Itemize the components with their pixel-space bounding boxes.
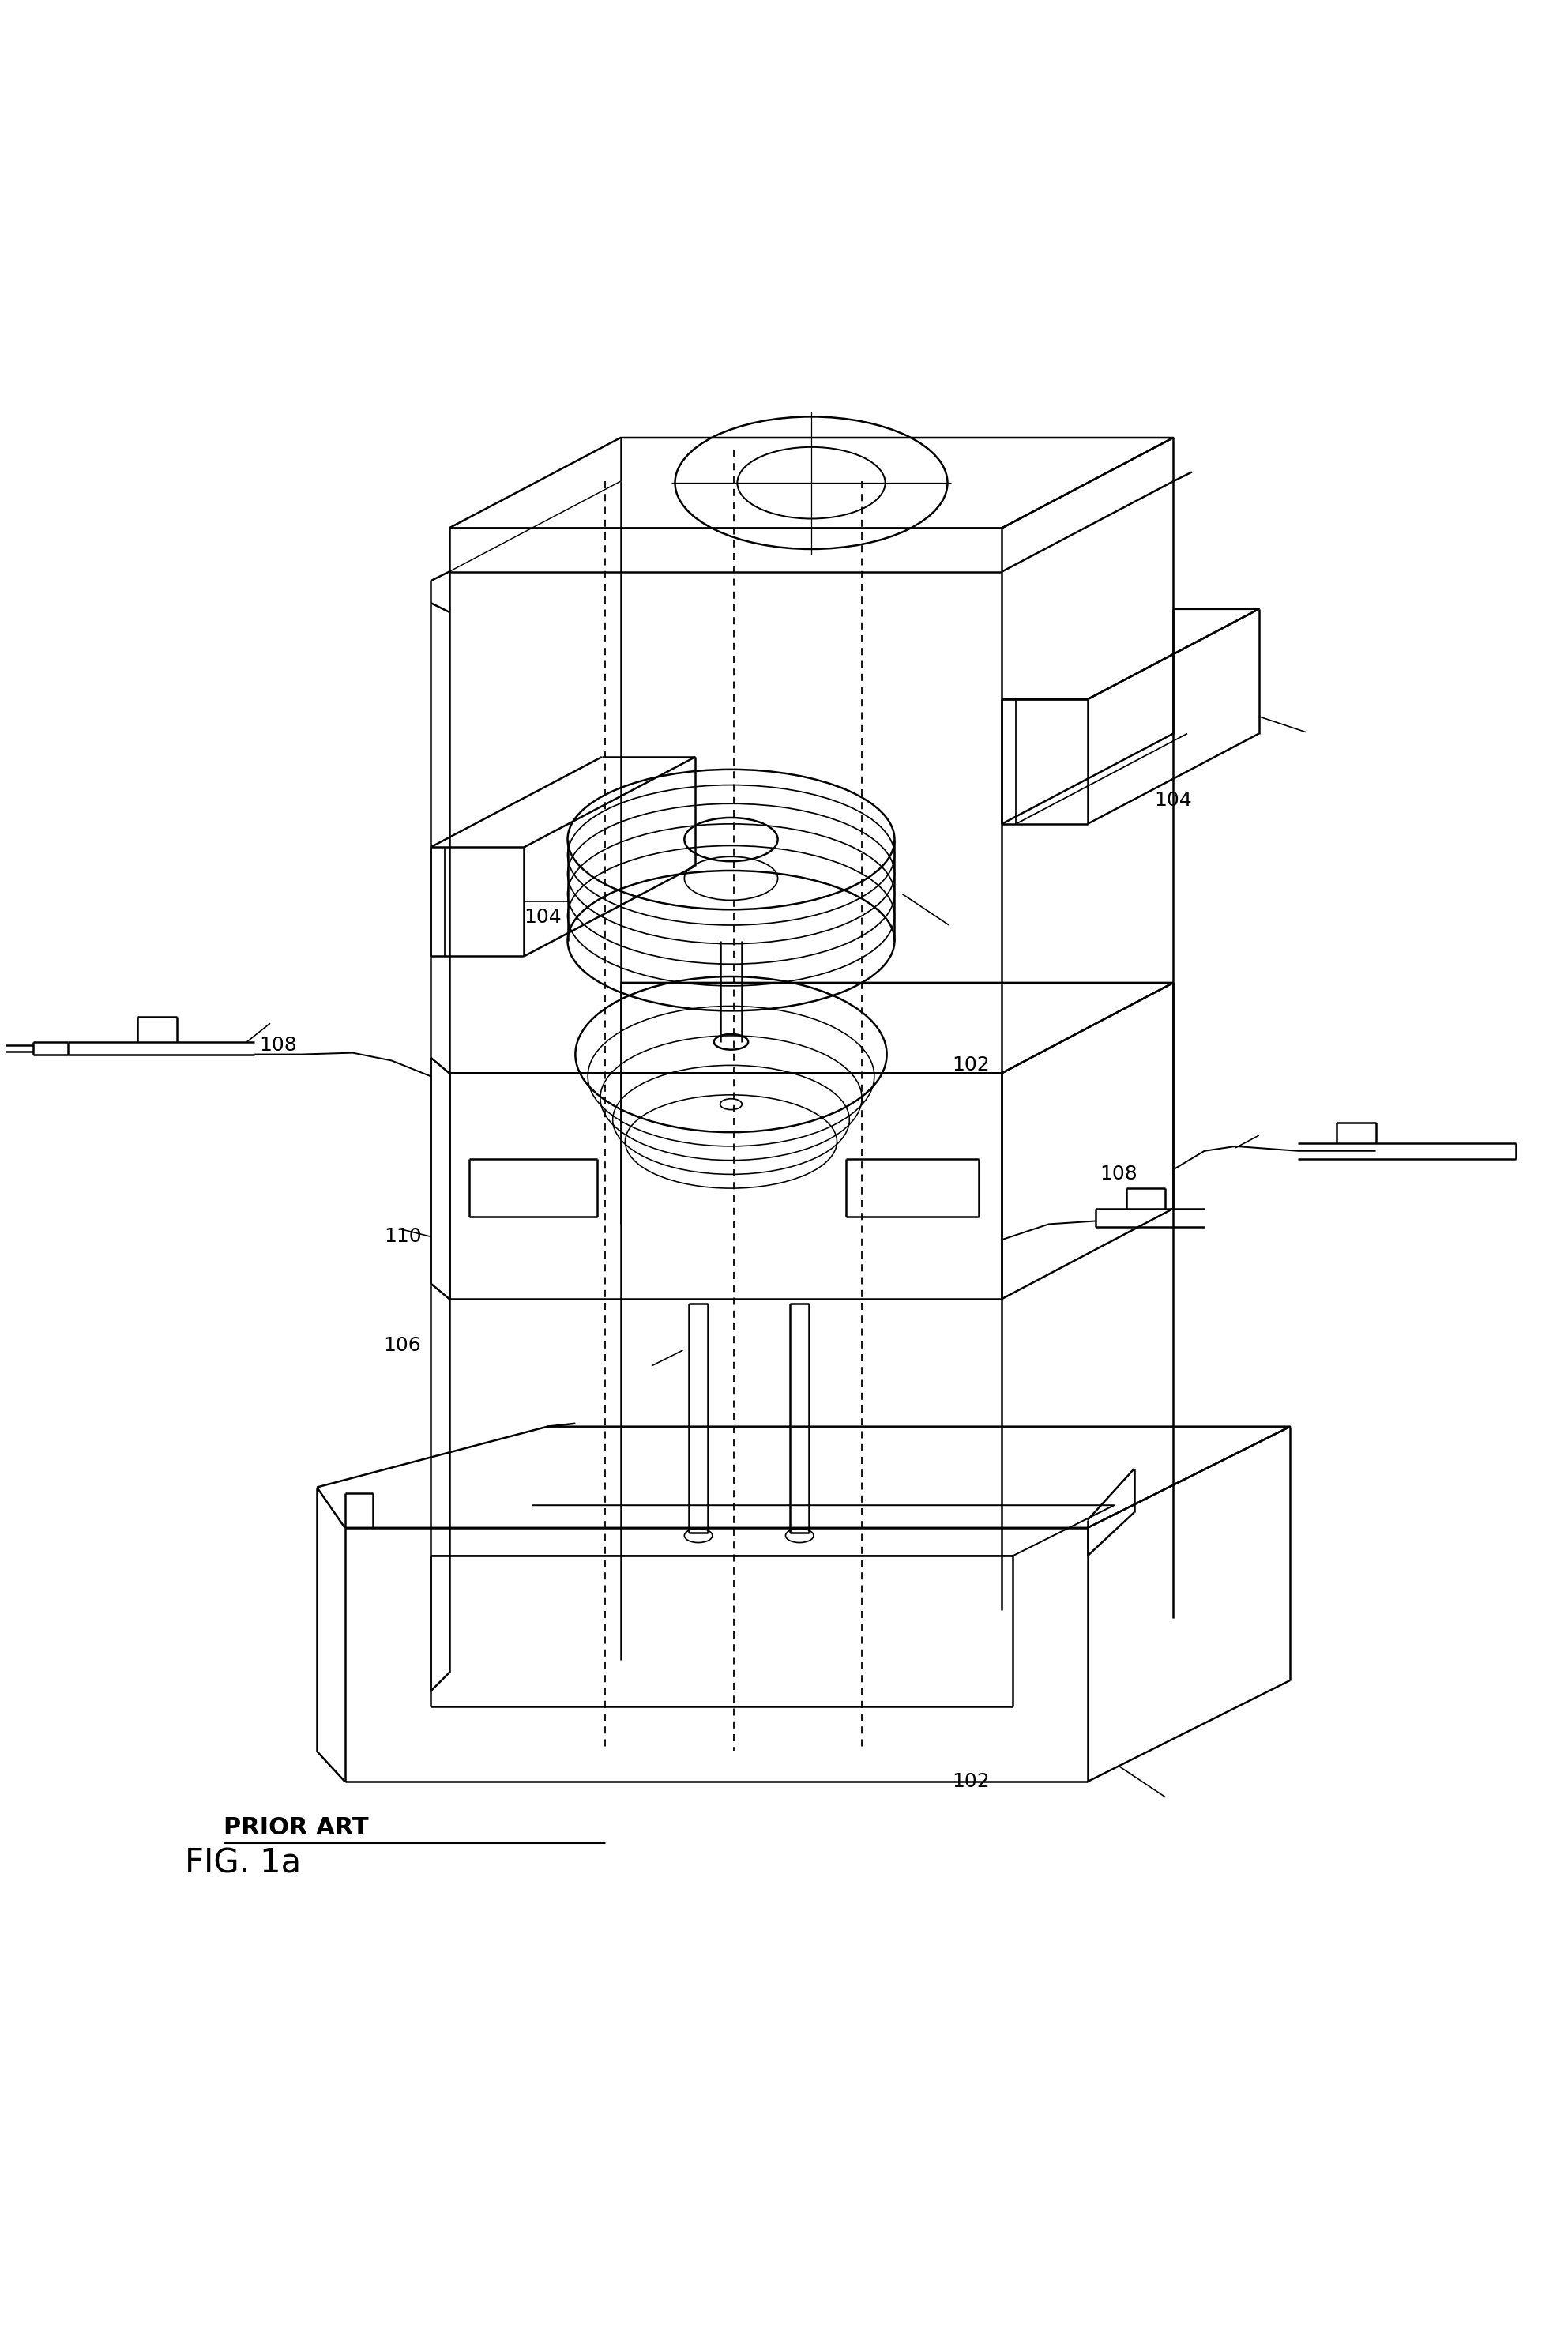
Text: 108: 108	[259, 1036, 296, 1055]
Text: PRIOR ART: PRIOR ART	[224, 1817, 368, 1838]
Text: 110: 110	[384, 1227, 422, 1246]
Text: 106: 106	[384, 1337, 422, 1355]
Text: 108: 108	[1099, 1164, 1138, 1183]
Text: 102: 102	[952, 1773, 989, 1792]
Text: FIG. 1a: FIG. 1a	[185, 1845, 301, 1880]
Text: 104: 104	[524, 908, 561, 926]
Text: 104: 104	[1154, 791, 1192, 810]
Text: 102: 102	[952, 1057, 989, 1076]
